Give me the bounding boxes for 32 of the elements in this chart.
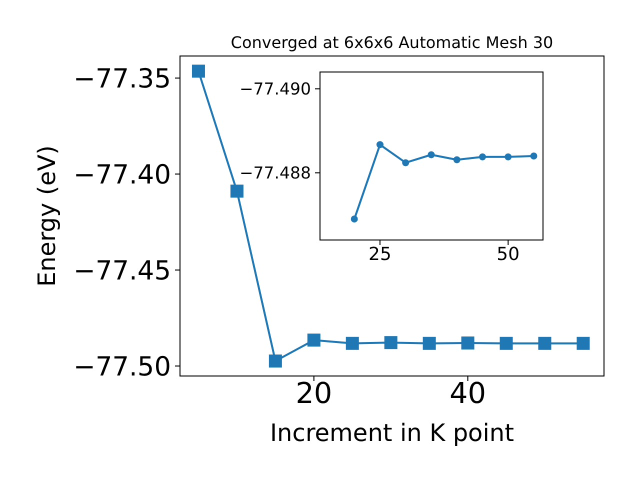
point	[268, 354, 282, 368]
point	[422, 336, 436, 350]
point	[307, 334, 320, 347]
point	[230, 184, 244, 198]
x-tick-label: 50	[496, 244, 520, 265]
point	[538, 336, 552, 350]
y-tick-label: −77.490	[239, 80, 311, 99]
point	[453, 156, 460, 164]
point	[192, 64, 205, 78]
point	[428, 151, 435, 158]
y-tick-label: −77.45	[73, 255, 171, 286]
point	[461, 336, 474, 350]
x-tick-label: 20	[296, 376, 332, 410]
point	[576, 336, 590, 350]
point	[500, 336, 513, 350]
x-axis-title: Increment in K point	[270, 419, 514, 447]
point	[384, 336, 398, 350]
point	[504, 153, 512, 160]
chart-title: Converged at 6x6x6 Automatic Mesh 30	[230, 33, 554, 52]
y-tick-label: −77.488	[239, 164, 311, 183]
point	[402, 159, 410, 166]
point	[479, 153, 486, 160]
point	[350, 216, 358, 222]
x-tick-label: 40	[449, 376, 486, 410]
y-tick-label: −77.35	[73, 63, 171, 94]
point	[530, 152, 538, 160]
y-axis-title: Energy (eV)	[33, 145, 61, 287]
y-tick-label: −77.40	[73, 159, 171, 190]
point	[346, 336, 359, 350]
y-tick-label: −77.50	[73, 351, 171, 382]
x-tick-label: 25	[368, 244, 392, 265]
point	[376, 141, 384, 148]
